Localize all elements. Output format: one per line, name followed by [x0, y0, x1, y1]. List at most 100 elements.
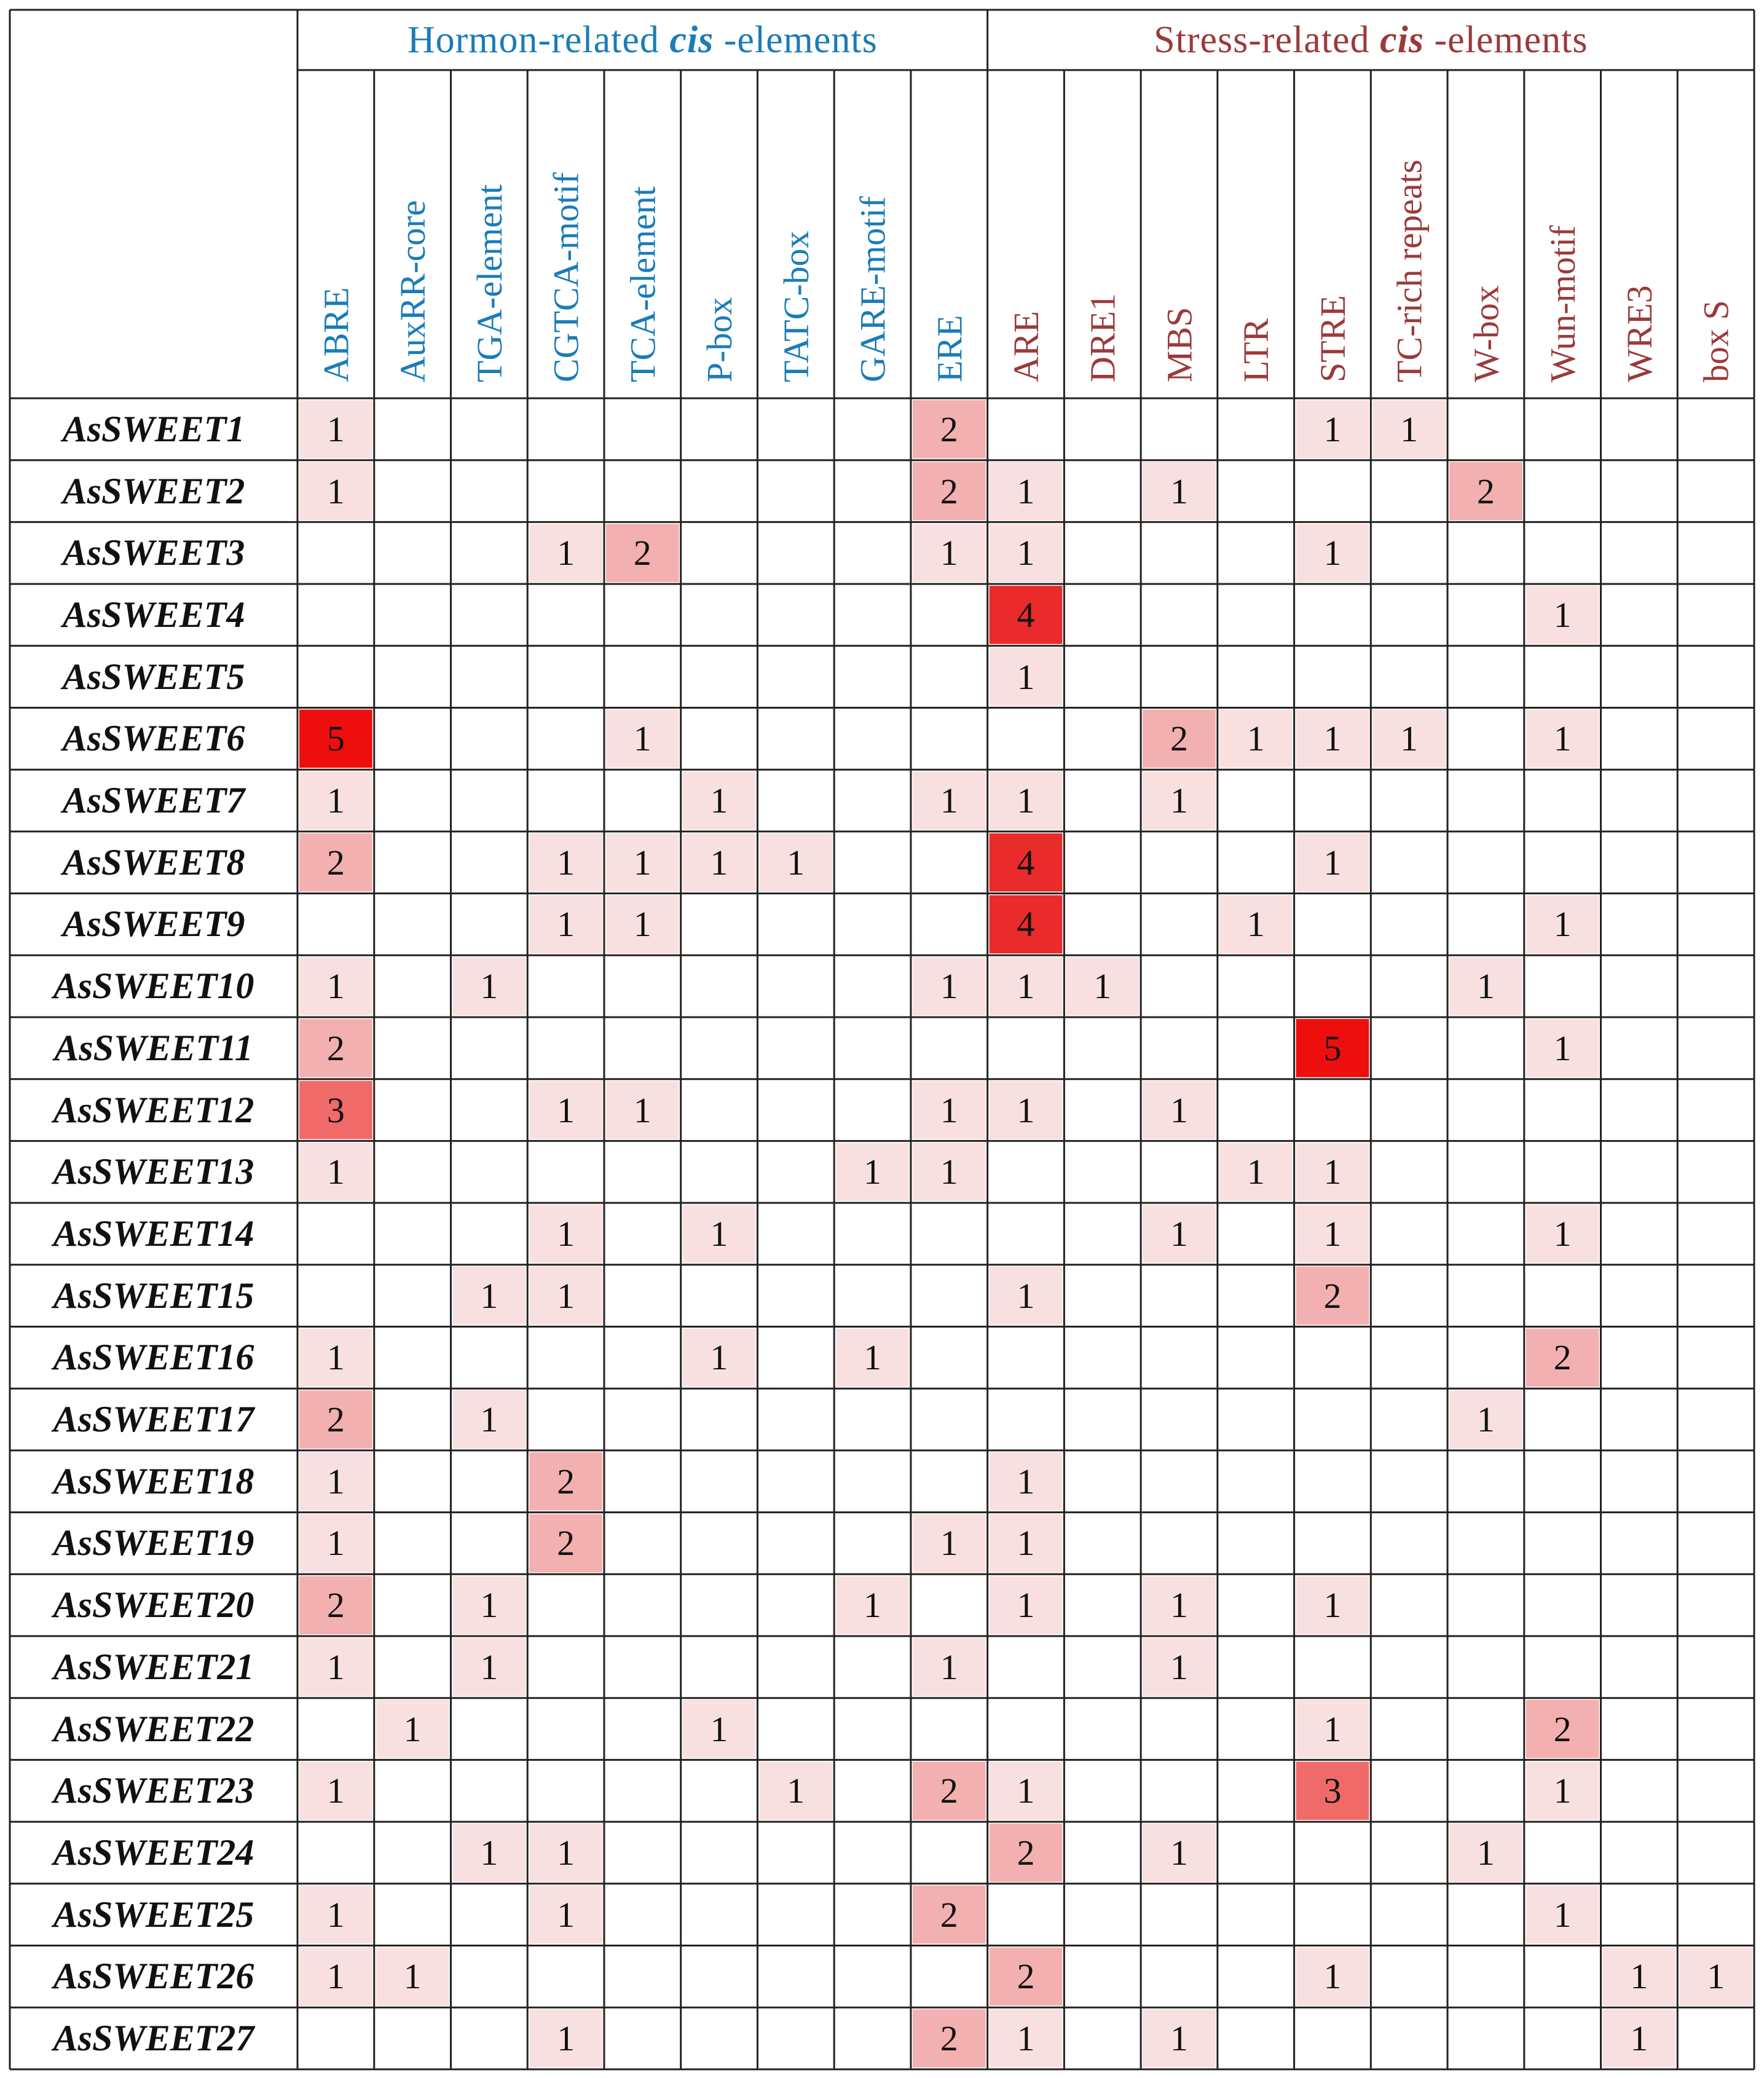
- count-cell: 1: [326, 1152, 345, 1192]
- row-label: AsSWEET6: [62, 718, 245, 759]
- heat-cell: [529, 1205, 602, 1263]
- count-cell: 1: [1017, 1090, 1035, 1130]
- count-cell: 1: [1476, 1832, 1495, 1873]
- heat-cell: [529, 1266, 602, 1325]
- heat-cell: [1296, 709, 1369, 768]
- count-cell: 1: [1323, 533, 1342, 573]
- heat-cell: [1066, 957, 1140, 1015]
- heat-cell: [682, 771, 756, 830]
- row-label: AsSWEET27: [53, 2018, 254, 2059]
- heat-cell: [912, 1761, 986, 1820]
- count-cell: 2: [557, 1461, 575, 1501]
- heat-cell: [1296, 1266, 1369, 1325]
- count-cell: 2: [326, 842, 345, 883]
- count-cell: 1: [1323, 1213, 1342, 1254]
- column-header: CGTCA-motif: [546, 172, 586, 382]
- count-cell: 1: [940, 1523, 958, 1564]
- count-cell: 1: [1323, 1585, 1342, 1626]
- count-cell: 1: [326, 1956, 345, 1997]
- count-cell: 4: [1017, 842, 1035, 883]
- count-cell: 2: [326, 1585, 345, 1626]
- count-cell: 2: [1017, 1832, 1035, 1873]
- count-cell: 1: [480, 1275, 498, 1316]
- heat-cell: [1143, 771, 1216, 830]
- heat-cell: [912, 1514, 986, 1573]
- heat-cell: [1526, 1019, 1599, 1077]
- count-cell: 1: [1400, 718, 1419, 759]
- heat-cell: [299, 833, 372, 892]
- heat-cell: [1449, 1824, 1522, 1882]
- count-cell: 1: [940, 1090, 958, 1130]
- count-cell: 2: [940, 1894, 958, 1935]
- heat-cell: [1526, 1699, 1599, 1758]
- count-cell: 1: [1017, 966, 1035, 1007]
- count-cell: 2: [1170, 718, 1188, 759]
- heat-cell: [989, 647, 1063, 706]
- count-cell: 1: [1323, 718, 1342, 759]
- heat-cell: [989, 1452, 1063, 1511]
- heat-cell: [1526, 709, 1599, 768]
- count-cell: 1: [326, 966, 345, 1007]
- heat-cell: [452, 1824, 526, 1882]
- column-header: TATC-box: [776, 230, 816, 382]
- count-cell: 2: [1553, 1337, 1572, 1378]
- heat-cell: [912, 2009, 986, 2068]
- count-cell: 1: [557, 1894, 575, 1935]
- count-cell: 2: [1323, 1275, 1342, 1316]
- row-label: AsSWEET20: [53, 1584, 254, 1626]
- heat-cell: [1296, 1205, 1369, 1263]
- heat-cell: [1372, 400, 1446, 458]
- heat-cell: [299, 462, 372, 521]
- heat-cell: [1449, 957, 1522, 1015]
- count-cell: 1: [1553, 1894, 1572, 1935]
- heat-cell: [989, 2009, 1063, 2068]
- count-cell: 1: [1170, 1213, 1188, 1254]
- count-cell: 1: [1323, 1956, 1342, 1997]
- heat-cell: [1602, 1947, 1676, 2006]
- count-cell: 1: [1017, 1275, 1035, 1316]
- row-label: AsSWEET18: [53, 1460, 254, 1501]
- count-cell: 1: [1017, 471, 1035, 511]
- count-cell: 1: [1630, 1956, 1648, 1997]
- count-cell: 1: [787, 842, 805, 883]
- heat-cell: [989, 1080, 1063, 1139]
- heat-cell: [299, 1885, 372, 1944]
- count-cell: 1: [1170, 1585, 1188, 1626]
- heat-cell: [989, 1824, 1063, 1882]
- column-header: W-box: [1466, 285, 1506, 382]
- row-label: AsSWEET16: [53, 1337, 254, 1378]
- heat-cell: [452, 1390, 526, 1449]
- row-label: AsSWEET2: [62, 470, 245, 511]
- count-cell: 1: [1553, 1771, 1572, 1811]
- heat-cell: [1296, 1699, 1369, 1758]
- heat-cell: [836, 1328, 909, 1387]
- count-cell: 1: [326, 781, 345, 821]
- count-cell: 1: [864, 1152, 882, 1192]
- stress-group-title: Stress-related cis -elements: [1154, 18, 1588, 61]
- heat-cell: [836, 1576, 909, 1634]
- heat-cell: [989, 1761, 1063, 1820]
- heat-cell: [452, 1266, 526, 1325]
- heat-cell: [1296, 833, 1369, 892]
- heat-cell: [989, 895, 1063, 954]
- count-cell: 1: [1553, 1213, 1572, 1254]
- count-cell: 1: [710, 1213, 728, 1254]
- count-cell: 5: [326, 718, 345, 759]
- heat-cell: [529, 1080, 602, 1139]
- row-label: AsSWEET12: [53, 1089, 254, 1130]
- heat-cell: [1296, 1019, 1369, 1077]
- count-cell: 1: [1323, 409, 1342, 449]
- heat-cell: [376, 1947, 449, 2006]
- count-cell: 1: [1017, 781, 1035, 821]
- count-cell: 1: [557, 2018, 575, 2059]
- heat-cell: [529, 895, 602, 954]
- hormone-group-title: Hormon-related cis -elements: [407, 18, 878, 61]
- count-cell: 1: [1017, 533, 1035, 573]
- count-cell: 1: [1017, 1523, 1035, 1564]
- heat-cell: [605, 1080, 679, 1139]
- count-cell: 1: [864, 1585, 882, 1626]
- count-cell: 1: [1017, 1461, 1035, 1501]
- column-header: ERE: [929, 315, 969, 382]
- row-label: AsSWEET3: [62, 532, 245, 573]
- column-header: MBS: [1159, 307, 1199, 382]
